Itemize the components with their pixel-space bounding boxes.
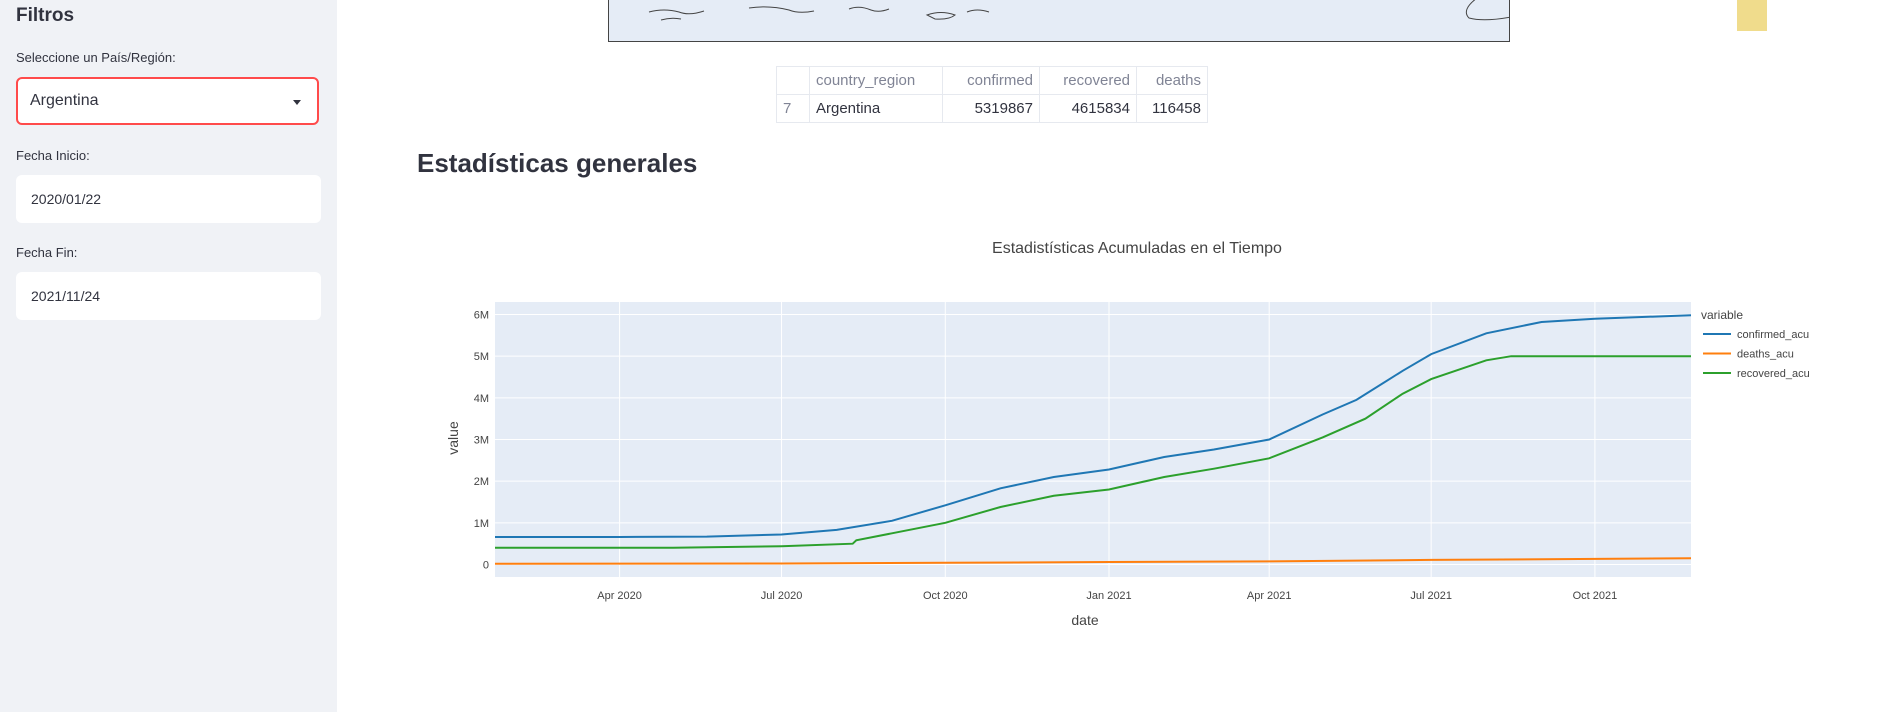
end-date-value: 2021/11/24 [31, 288, 101, 304]
y-tick-label: 1M [474, 518, 489, 530]
map-coastlines [648, 0, 1509, 21]
end-date-label: Fecha Fin: [16, 245, 78, 260]
start-date-label: Fecha Inicio: [16, 148, 90, 163]
x-axis-ticks: Apr 2020 Jul 2020 Oct 2020 Jan 2021 Apr 2021… [597, 590, 1617, 602]
colorbar-segment [1737, 0, 1767, 31]
legend-item-deaths_acu: deaths_acu [1737, 349, 1794, 361]
table-header-index[interactable] [776, 66, 810, 95]
data-table: country_region confirmed recovered death… [776, 66, 1208, 123]
table-header-recovered[interactable]: recovered [1039, 66, 1137, 95]
y-tick-label: 4M [474, 393, 489, 405]
x-axis-label: date [1071, 612, 1098, 628]
table-cell-deaths: 116458 [1136, 94, 1208, 123]
x-tick-label: Jul 2020 [761, 590, 803, 602]
table-cell-country: Argentina [809, 94, 943, 123]
y-tick-label: 3M [474, 435, 489, 447]
series-line-recovered_acu [495, 355, 1691, 549]
x-tick-label: Jul 2021 [1410, 590, 1452, 602]
x-tick-label: Oct 2020 [923, 590, 968, 602]
table-cell-recovered: 4615834 [1039, 94, 1137, 123]
legend: variable confirmed_acu deaths_acu recovere… [1701, 308, 1810, 380]
table-cell-confirmed: 5319867 [942, 94, 1040, 123]
country-select[interactable]: Argentina [16, 77, 319, 125]
x-tick-label: Apr 2020 [597, 590, 642, 602]
sidebar-title: Filtros [16, 5, 75, 26]
y-tick-label: 2M [474, 476, 489, 488]
table-row: 7 Argentina 5319867 4615834 116458 [776, 94, 1208, 123]
series-lines [494, 314, 1692, 565]
series-line-deaths_acu [494, 557, 1692, 565]
start-date-value: 2020/01/22 [31, 191, 102, 207]
x-tick-label: Oct 2021 [1573, 590, 1618, 602]
y-tick-label: 5M [474, 351, 489, 363]
x-tick-label: Jan 2021 [1086, 590, 1131, 602]
y-tick-label: 0 [483, 560, 489, 572]
table-header-country[interactable]: country_region [809, 66, 943, 95]
line-chart[interactable]: Estadistísticas Acumuladas en el Tiempo … [430, 225, 1850, 645]
y-axis-label: value [445, 421, 461, 455]
legend-title: variable [1701, 308, 1743, 322]
chart-title: Estadistísticas Acumuladas en el Tiempo [992, 240, 1282, 257]
legend-item-recovered_acu: recovered_acu [1737, 368, 1810, 380]
end-date-input[interactable]: 2021/11/24 [16, 272, 321, 320]
x-tick-label: Apr 2021 [1247, 590, 1292, 602]
section-title: Estadísticas generales [417, 148, 698, 178]
sidebar: Filtros Seleccione un País/Región: Argen… [0, 0, 337, 712]
chevron-down-icon[interactable] [293, 100, 301, 105]
legend-item-confirmed_acu: confirmed_acu [1737, 329, 1809, 341]
gridlines [495, 302, 1691, 577]
country-select-value: Argentina [30, 92, 99, 109]
y-tick-label: 6M [474, 310, 489, 322]
table-cell-index: 7 [776, 94, 810, 123]
table-header-deaths[interactable]: deaths [1136, 66, 1208, 95]
series-line-confirmed_acu [495, 314, 1692, 538]
country-label: Seleccione un País/Región: [16, 50, 176, 65]
y-axis-ticks: 0 1M 2M 3M 4M 5M 6M [474, 310, 489, 572]
start-date-input[interactable]: 2020/01/22 [16, 175, 321, 223]
map-figure[interactable] [608, 0, 1510, 42]
table-header-confirmed[interactable]: confirmed [942, 66, 1040, 95]
table-header-row: country_region confirmed recovered death… [776, 66, 1208, 95]
